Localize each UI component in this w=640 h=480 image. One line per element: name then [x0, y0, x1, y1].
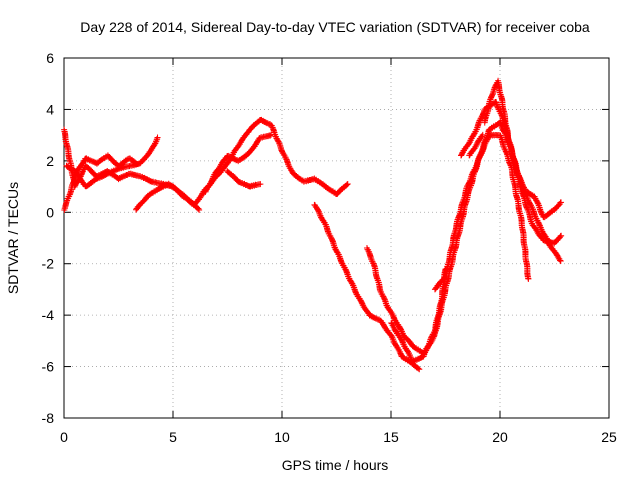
data-point: [479, 131, 486, 138]
y-tick-label: 4: [46, 101, 54, 117]
data-point: [196, 207, 203, 214]
x-tick-label: 15: [383, 429, 399, 445]
data-point: [195, 205, 202, 212]
series-track-5: [202, 131, 275, 195]
series-track-13: [466, 131, 486, 159]
y-tick-label: -2: [42, 256, 55, 272]
x-tick-labels: 0 5 10 15 20 25: [60, 429, 617, 445]
data-point: [557, 257, 564, 264]
chart-title: Day 228 of 2014, Sidereal Day-to-day VTE…: [80, 19, 590, 35]
y-tick-label: 0: [46, 204, 54, 220]
data-point: [154, 134, 161, 141]
x-tick-label: 5: [169, 429, 177, 445]
axis-ticks: [63, 57, 610, 419]
series-track-8: [363, 131, 532, 357]
data-point: [558, 199, 565, 206]
x-tick-label: 20: [492, 429, 508, 445]
data-point: [344, 180, 351, 187]
y-tick-label: 6: [46, 50, 54, 66]
series-track-9: [388, 266, 449, 365]
data-point: [558, 232, 565, 239]
data-marks: [61, 77, 565, 373]
y-axis-label: SDTVAR / TECUs: [5, 182, 21, 294]
y-tick-labels: -8 -6 -4 -2 0 2 4 6: [42, 50, 55, 426]
series-track-12: [481, 77, 565, 221]
series-track-4: [133, 180, 203, 214]
plot-frame: [63, 57, 610, 419]
y-tick-label: -8: [42, 410, 55, 426]
y-tick-label: 2: [46, 153, 54, 169]
x-tick-label: 0: [60, 429, 68, 445]
data-point: [415, 365, 422, 372]
series-track-3: [63, 134, 161, 190]
y-tick-label: -6: [42, 359, 55, 375]
data-point: [267, 132, 274, 139]
series-track-6: [224, 167, 264, 190]
data-point: [257, 181, 264, 188]
data-point: [525, 275, 532, 282]
data-point: [268, 131, 275, 138]
series-track-7: [311, 201, 423, 373]
y-tick-label: -4: [42, 307, 55, 323]
x-axis-label: GPS time / hours: [282, 457, 389, 473]
x-tick-label: 25: [601, 429, 617, 445]
x-tick-label: 10: [274, 429, 290, 445]
data-point: [416, 366, 423, 373]
data-point: [343, 181, 350, 188]
